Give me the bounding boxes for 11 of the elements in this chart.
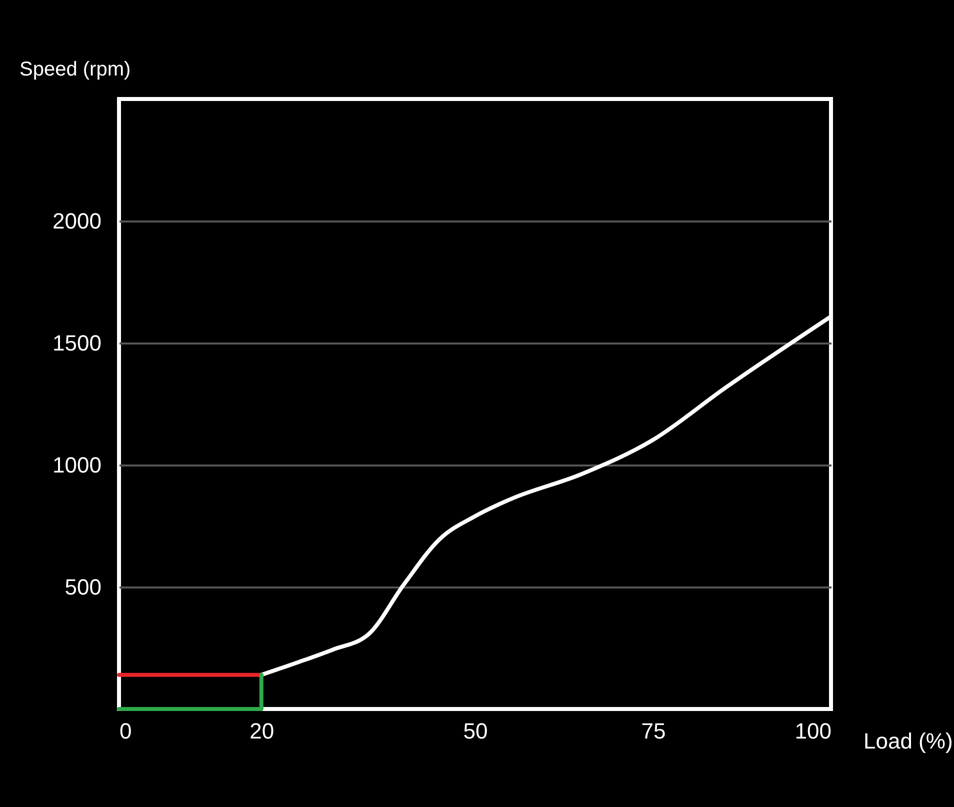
x-tick-label: 50: [463, 718, 488, 744]
x-tick-label: 0: [120, 718, 132, 744]
x-tick-label: 20: [250, 718, 274, 744]
y-tick-label: 2000: [52, 208, 102, 234]
y-axis-title: Speed (rpm): [20, 58, 131, 80]
y-tick-label: 500: [64, 574, 102, 600]
x-axis-title: Load (%): [864, 728, 953, 754]
y-tick-label: 1000: [52, 452, 102, 478]
x-tick-label: 75: [641, 718, 666, 744]
x-tick-label: 100: [794, 718, 832, 744]
y-tick-label: 1500: [52, 330, 102, 356]
